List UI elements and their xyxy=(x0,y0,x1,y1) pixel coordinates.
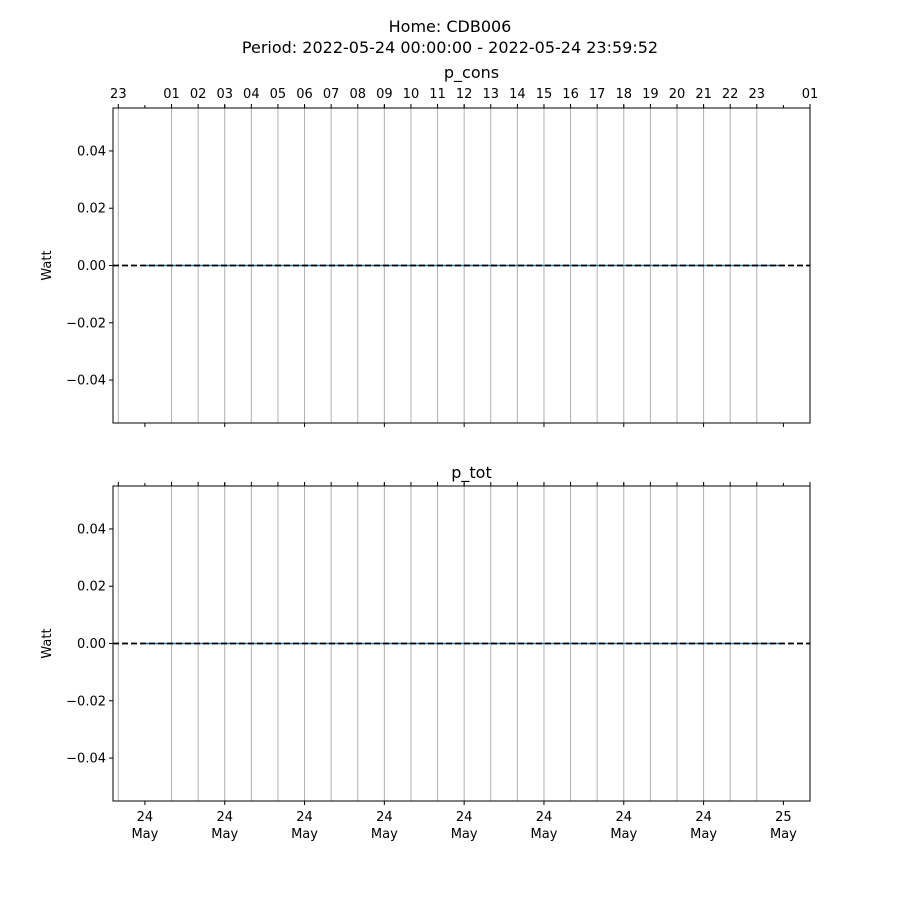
chart-1-day-tick-sublabel-0: May xyxy=(131,827,158,842)
chart-1-ytick-label-3: 0.02 xyxy=(77,580,106,595)
chart-1-day-tick-sublabel-5: May xyxy=(531,827,558,842)
chart-0-hour-tick-label-18: 18 xyxy=(616,87,633,102)
chart-0-hour-tick-label-10: 10 xyxy=(403,87,420,102)
chart-1-day-tick-label-6: 24 xyxy=(616,810,633,825)
chart-0-ylabel: Watt xyxy=(40,250,55,280)
chart-1-day-tick-label-5: 24 xyxy=(536,810,553,825)
chart-1-day-tick-label-2: 24 xyxy=(296,810,313,825)
chart-1-day-tick-label-1: 24 xyxy=(216,810,233,825)
chart-1-day-tick-label-3: 24 xyxy=(376,810,393,825)
chart-1-day-tick-sublabel-3: May xyxy=(371,827,398,842)
chart-0-hour-tick-label-12: 12 xyxy=(456,87,473,102)
chart-1-day-tick-sublabel-1: May xyxy=(211,827,238,842)
chart-1-day-tick-label-0: 24 xyxy=(137,810,154,825)
chart-0-hour-tick-label-2: 02 xyxy=(190,87,207,102)
chart-0-hour-tick-label-3: 03 xyxy=(216,87,233,102)
chart-1-day-tick-sublabel-7: May xyxy=(690,827,717,842)
chart-0-hour-tick-label-5: 05 xyxy=(270,87,287,102)
chart-1-ytick-label-4: 0.04 xyxy=(77,522,106,537)
chart-panel-p-cons: −0.04 −0.02 0.00 0.02 0.04 23 01 02 03 04 05 06 07 08… xyxy=(40,63,818,427)
chart-0-hour-tick-label-13: 13 xyxy=(482,87,499,102)
chart-0-hour-tick-label-7: 07 xyxy=(323,87,340,102)
chart-0-hour-tick-label-22: 22 xyxy=(722,87,739,102)
chart-0-hour-tick-label-9: 09 xyxy=(376,87,393,102)
chart-0-hour-tick-label-6: 06 xyxy=(296,87,313,102)
chart-0-hour-tick-label-21: 21 xyxy=(695,87,712,102)
chart-0-title: p_cons xyxy=(444,63,499,83)
chart-0-ytick-label-2: 0.00 xyxy=(77,259,106,274)
chart-1-day-tick-sublabel-6: May xyxy=(610,827,637,842)
chart-1-ytick-label-1: −0.02 xyxy=(66,694,106,709)
chart-1-day-tick-sublabel-4: May xyxy=(451,827,478,842)
chart-0-hour-tick-label-4: 04 xyxy=(243,87,260,102)
chart-0-hour-tick-label-16: 16 xyxy=(562,87,579,102)
chart-1-ytick-label-2: 0.00 xyxy=(77,637,106,652)
chart-0-ytick-label-1: −0.02 xyxy=(66,316,106,331)
chart-0-hour-tick-label-20: 20 xyxy=(669,87,686,102)
chart-1-day-tick-label-7: 24 xyxy=(695,810,712,825)
chart-1-day-tick-sublabel-2: May xyxy=(291,827,318,842)
chart-0-ytick-label-4: 0.04 xyxy=(77,144,106,159)
chart-0-hour-tick-label-15: 15 xyxy=(536,87,553,102)
chart-0-hour-tick-label-0: 23 xyxy=(110,87,127,102)
chart-panel-p-tot: −0.04 −0.02 0.00 0.02 0.04 24 May 24 May 24 May 24 M… xyxy=(40,463,811,842)
chart-0-ytick-label-3: 0.02 xyxy=(77,202,106,217)
chart-0-ytick-label-0: −0.04 xyxy=(66,374,106,389)
chart-1-title: p_tot xyxy=(451,463,492,483)
chart-0-hour-tick-label-11: 11 xyxy=(429,87,446,102)
chart-1-day-tick-label-8: 25 xyxy=(775,810,792,825)
chart-0-hour-tick-label-1: 01 xyxy=(163,87,180,102)
chart-1-day-tick-sublabel-8: May xyxy=(770,827,797,842)
figure-title-line1: Home: CDB006 xyxy=(389,17,512,36)
chart-0-hour-tick-label-17: 17 xyxy=(589,87,606,102)
chart-1-ytick-label-0: −0.04 xyxy=(66,752,106,767)
chart-0-hour-tick-label-24: 01 xyxy=(802,87,819,102)
chart-0-hour-tick-label-19: 19 xyxy=(642,87,659,102)
chart-1-day-tick-label-4: 24 xyxy=(456,810,473,825)
chart-1-ylabel: Watt xyxy=(40,628,55,658)
chart-0-hour-tick-label-8: 08 xyxy=(349,87,366,102)
figure-title-line2: Period: 2022-05-24 00:00:00 - 2022-05-24… xyxy=(242,38,658,57)
chart-0-hour-tick-label-23: 23 xyxy=(749,87,766,102)
chart-0-hour-tick-label-14: 14 xyxy=(509,87,526,102)
